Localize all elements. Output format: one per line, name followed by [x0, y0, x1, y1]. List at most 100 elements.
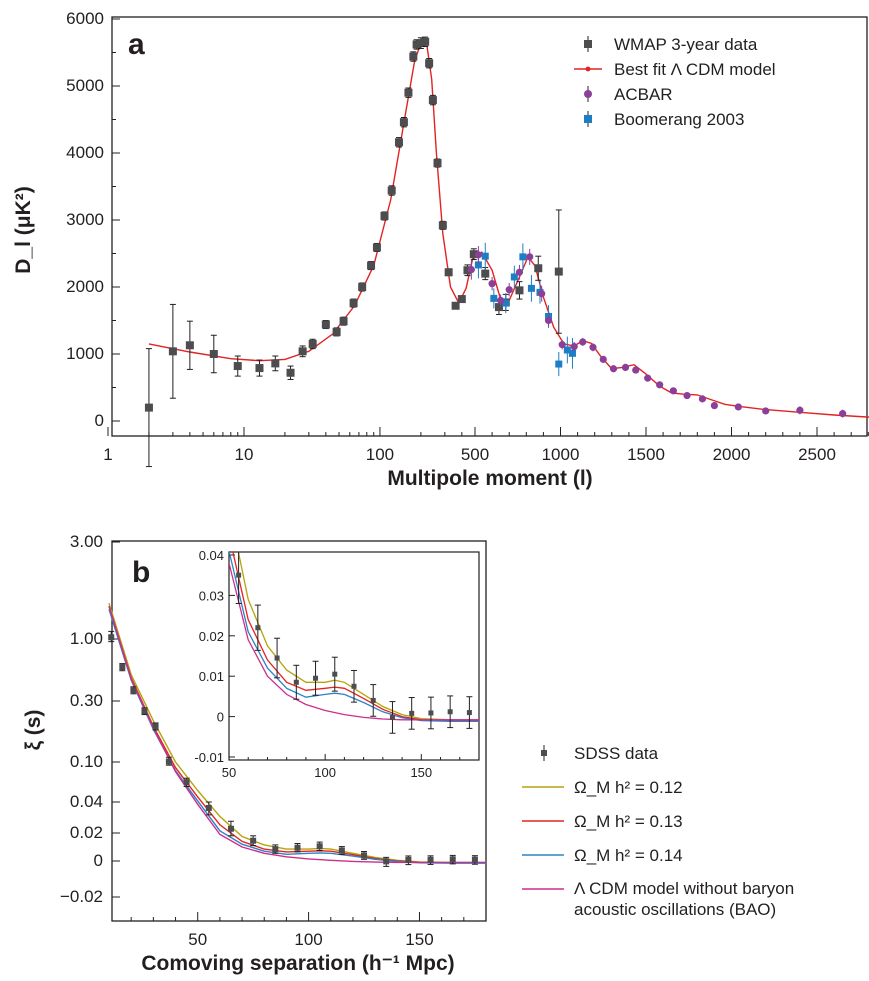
sdss-point — [471, 856, 478, 863]
sdss-point — [141, 708, 148, 715]
panel-b: b 3.00 1.00 0.30 0.10 0.04 0.02 0 −0.02 50 100 150… — [22, 532, 794, 975]
wmap-point — [321, 320, 330, 329]
y-tick-label: 0.02 — [199, 629, 224, 644]
acbar-point — [644, 374, 652, 382]
y-tick-label: 2000 — [66, 277, 104, 296]
sdss-point — [108, 634, 115, 641]
inset-curve-1 — [237, 552, 479, 721]
inset-point — [255, 625, 261, 631]
inset-point — [447, 709, 453, 715]
acbar-point — [579, 338, 587, 346]
y-tick-label: 3.00 — [70, 532, 103, 551]
wmap-point — [469, 250, 478, 259]
best-fit-curve — [148, 37, 869, 418]
y-tick-label: -0.01 — [194, 750, 224, 765]
inset-point — [274, 655, 280, 661]
boomerang-point — [490, 294, 498, 302]
boomerang-point — [474, 261, 482, 269]
legend-marker — [541, 750, 547, 756]
wmap-point — [185, 341, 194, 350]
sdss-point — [272, 846, 279, 853]
wmap-point — [554, 267, 563, 276]
inset-point — [236, 572, 242, 578]
y-tick-label: 0.04 — [70, 792, 103, 811]
y-tick-label: 0.04 — [199, 548, 224, 563]
panel-a: a 0 1000 2000 3000 4000 5000 6000 1 10 100 500 1000… — [12, 9, 869, 490]
acbar-point — [474, 251, 483, 259]
acbar-point — [488, 280, 496, 288]
x-tick-label: 1000 — [542, 445, 580, 464]
x-tick-label: 2500 — [798, 445, 836, 464]
acbar-point — [505, 286, 513, 294]
inset-point — [370, 697, 376, 703]
legend-label: Best fit Λ CDM model — [614, 60, 776, 79]
acbar-point — [762, 407, 770, 415]
boomerang-point — [510, 273, 518, 281]
panel-b-frame — [111, 540, 487, 922]
sdss-point — [152, 723, 159, 730]
panel-a-label: a — [128, 28, 145, 61]
wmap-point — [380, 211, 389, 220]
acbar-point — [515, 268, 524, 276]
legend-label: WMAP 3-year data — [614, 35, 758, 54]
wmap-point — [209, 350, 218, 358]
legend-marker — [584, 40, 592, 48]
y-tick-label: 0.10 — [70, 752, 103, 771]
inset-point — [389, 714, 395, 720]
sdss-point — [383, 858, 390, 865]
wmap-point — [271, 359, 280, 368]
legend-label: Ω_M h² = 0.13 — [574, 812, 683, 831]
wmap-point — [349, 299, 358, 308]
wmap-point — [444, 268, 453, 277]
wmap-point — [387, 186, 396, 195]
y-tick-label: 0.30 — [70, 691, 103, 710]
wmap-point — [298, 347, 307, 356]
wmap-point — [144, 403, 153, 412]
wmap-point — [421, 37, 430, 46]
wmap-point — [515, 286, 524, 295]
sdss-point — [449, 856, 456, 863]
sdss-point — [316, 843, 323, 850]
y-tick-label: 4000 — [66, 143, 104, 162]
acbar-point — [796, 406, 804, 414]
inset-point — [409, 710, 415, 716]
sdss-point — [130, 687, 137, 694]
acbar-point — [544, 316, 553, 325]
legend-marker — [584, 90, 592, 98]
legend-label: Boomerang 2003 — [614, 110, 744, 129]
y-tick-label: 0.03 — [199, 588, 224, 603]
panel-b-label: b — [132, 556, 150, 589]
sdss-point — [183, 779, 190, 786]
sdss-point — [119, 664, 126, 671]
legend-label: ACBAR — [614, 85, 673, 104]
x-tick-label: 100 — [314, 765, 336, 780]
acbar-point — [698, 395, 707, 403]
boomerang-point — [519, 253, 527, 261]
wmap-point — [358, 283, 367, 291]
y-tick-label: 0.02 — [70, 823, 103, 842]
wmap-point — [425, 59, 434, 68]
y-tick-label: 0 — [94, 851, 103, 870]
wmap-point — [534, 264, 543, 273]
boomerang-point — [563, 346, 571, 354]
legend-marker — [584, 115, 592, 123]
wmap-point — [451, 301, 460, 310]
panel-a-xlabel: Multipole moment (l) — [387, 467, 592, 490]
x-tick-label: 1 — [103, 445, 112, 464]
sdss-point — [205, 804, 212, 811]
wmap-point — [433, 159, 442, 168]
acbar-point — [526, 253, 534, 261]
wmap-point — [233, 362, 242, 371]
y-tick-label: 1000 — [66, 344, 104, 363]
acbar-point — [683, 391, 691, 400]
panel-b-xlabel: Comoving separation (h⁻¹ Mpc) — [141, 952, 454, 975]
x-tick-label: 500 — [461, 445, 489, 464]
wmap-point — [308, 339, 317, 348]
acbar-point — [710, 401, 719, 410]
wmap-point — [409, 52, 418, 61]
acbar-point — [656, 381, 664, 389]
sdss-point — [361, 852, 368, 859]
boomerang-point — [481, 252, 489, 260]
x-tick-label: 1500 — [627, 445, 665, 464]
